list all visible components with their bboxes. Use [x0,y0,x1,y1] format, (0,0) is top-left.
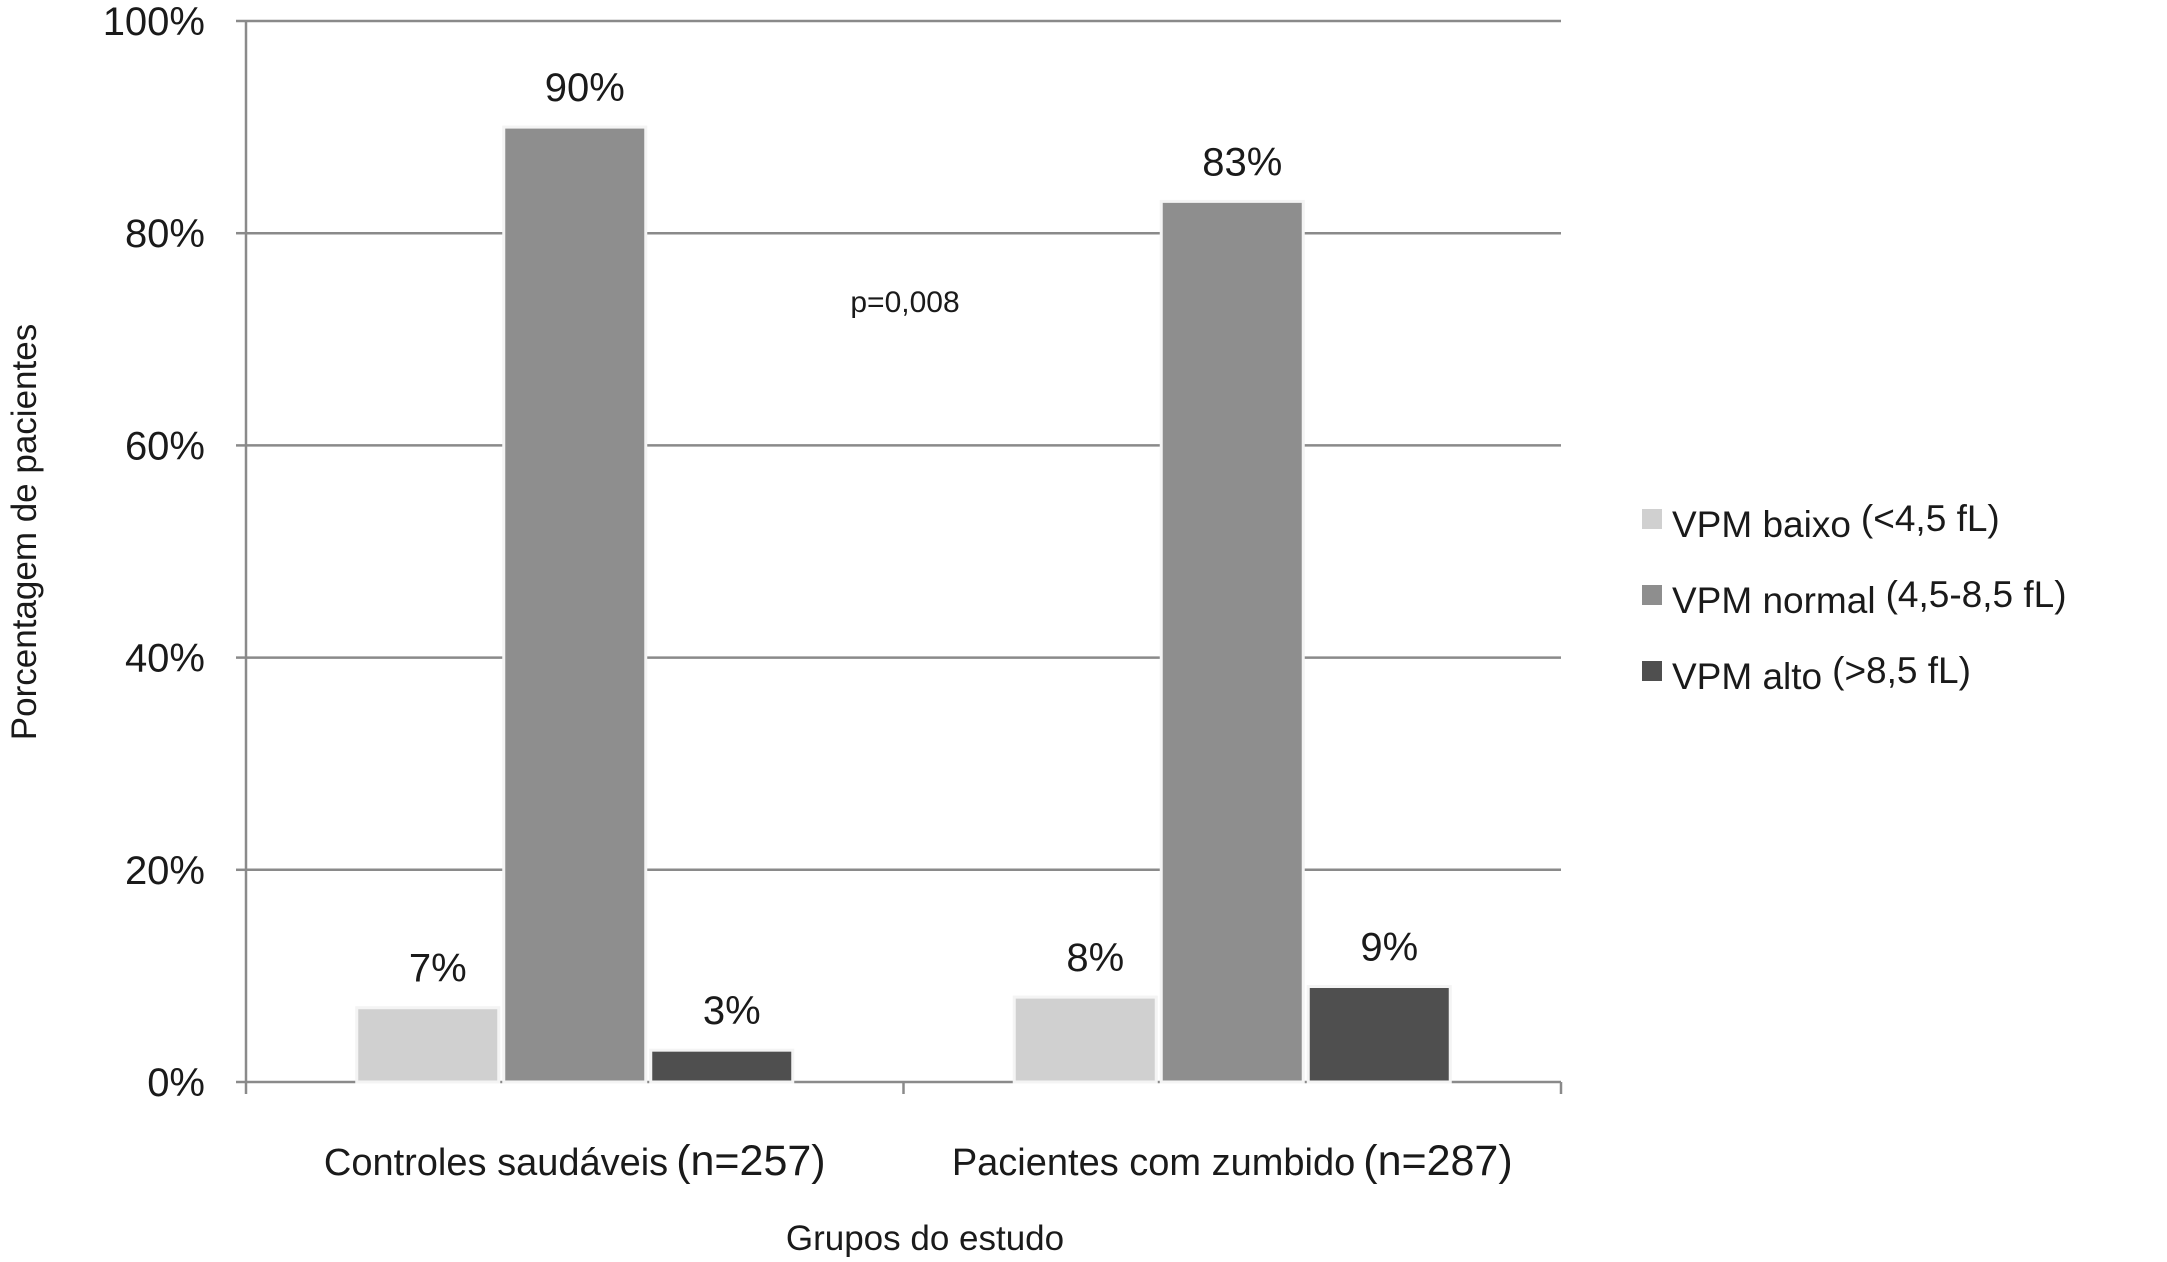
legend-series-range: (4,5-8,5 fL) [1886,574,2067,615]
x-category-n: (n=287) [1363,1137,1512,1185]
data-label: 8% [1066,936,1124,980]
legend-swatch [1642,585,1662,605]
legend-entry: VPM alto (>8,5 fL) [1672,650,1971,697]
data-label: 83% [1202,140,1282,184]
bar [1012,995,1158,1084]
y-tick-label: 20% [125,849,205,893]
data-label: 9% [1360,926,1418,970]
y-tick-label: 80% [125,212,205,256]
legend-series-range: (<4,5 fL) [1861,498,2000,539]
y-axis-title: Porcentagem de pacientes [5,324,44,740]
gridlines [246,19,1561,872]
p-value-annotation: p=0,008 [850,286,959,319]
legend-series-range: (>8,5 fL) [1832,650,1971,691]
legend-swatch [1642,661,1662,681]
x-category-label: Pacientes com zumbido (n=287) [952,1137,1513,1185]
legend-entry: VPM baixo (<4,5 fL) [1672,498,2000,545]
x-category-label: Controles saudáveis (n=257) [324,1137,826,1185]
y-tick-label: 40% [125,637,205,681]
bar [502,125,648,1084]
bar [649,1048,795,1084]
legend-series-name: VPM normal [1672,580,1876,621]
bar [1159,199,1305,1084]
legend: VPM baixo (<4,5 fL) VPM normal (4,5-8,5 fL)… [1642,498,2067,697]
y-tick-label: 0% [147,1061,205,1105]
x-axis-title: Grupos do estudo [786,1219,1064,1257]
x-category-name: Controles saudáveis [324,1142,668,1184]
y-tick-label: 60% [125,424,205,468]
bar [355,1006,501,1084]
x-category-n: (n=257) [676,1137,825,1185]
data-label: 7% [409,947,467,991]
bars [355,125,1452,1084]
x-category-name: Pacientes com zumbido [952,1142,1355,1184]
legend-series-name: VPM baixo [1672,504,1851,545]
legend-series-name: VPM alto [1672,656,1822,697]
data-labels: 7% 90% 3% 8% 83% 9% [409,66,1418,1033]
legend-swatch [1642,509,1662,529]
data-label: 3% [703,989,761,1033]
legend-entry: VPM normal (4,5-8,5 fL) [1672,574,2067,621]
data-label: 90% [545,66,625,110]
bar [1306,985,1452,1084]
y-tick-label: 100% [103,0,205,44]
